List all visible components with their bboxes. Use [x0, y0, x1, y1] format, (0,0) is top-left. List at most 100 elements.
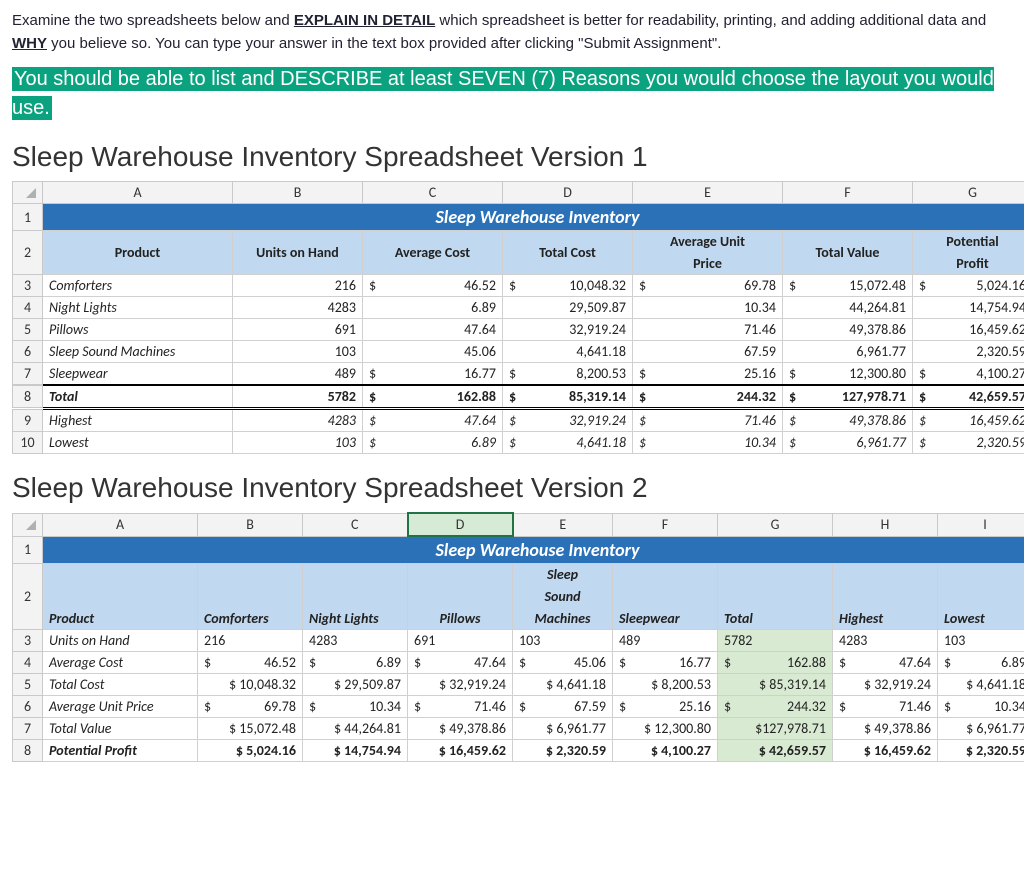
data-cell: $47.64 — [408, 652, 513, 674]
lowest-row: 10Lowest103$6.89$4,641.18$10.34$6,961.77… — [13, 432, 1024, 454]
data-cell: $10.34 — [303, 696, 408, 718]
data-cell: $244.32 — [718, 696, 833, 718]
row-3[interactable]: 3 — [13, 630, 43, 652]
rowlabel-cell: Average Cost — [43, 652, 198, 674]
profit-cell: 14,754.94 — [913, 297, 1024, 319]
row-8[interactable]: 8 — [13, 385, 43, 409]
totcost-cell: $8,200.53 — [503, 363, 633, 386]
col-E[interactable]: E — [513, 513, 613, 536]
data-cell: 5782 — [718, 630, 833, 652]
hdr-totcost: Total Cost — [503, 231, 633, 275]
data-cell: $71.46 — [408, 696, 513, 718]
row-2[interactable]: 2 — [13, 564, 43, 630]
hdr-totval: Total Value — [783, 231, 913, 275]
aup-cell: 71.46 — [633, 319, 783, 341]
data-cell: $ 14,754.94 — [303, 740, 408, 762]
data-cell: $ 4,641.18 — [513, 674, 613, 696]
total-row: 8Total5782$162.88$85,319.14$244.32$127,9… — [13, 385, 1024, 409]
data-cell: $ 6,961.77 — [513, 718, 613, 740]
avgcost-cell: 47.64 — [363, 319, 503, 341]
col-A[interactable]: A — [43, 513, 198, 536]
data-cell: 216 — [198, 630, 303, 652]
col-E[interactable]: E — [633, 182, 783, 204]
data-cell: 691 — [408, 630, 513, 652]
select-all-corner[interactable] — [13, 182, 43, 204]
product-cell: Comforters — [43, 275, 233, 297]
row-6[interactable]: 6 — [13, 696, 43, 718]
hdr-comforters: Comforters — [198, 564, 303, 630]
col-B[interactable]: B — [198, 513, 303, 536]
table-row: 4Night Lights42836.8929,509.8710.3444,26… — [13, 297, 1024, 319]
col-D[interactable]: D — [408, 513, 513, 536]
data-cell: $ 12,300.80 — [613, 718, 718, 740]
hdr-product: Product — [43, 564, 198, 630]
data-cell: $ 16,459.62 — [408, 740, 513, 762]
data-cell: $ 85,319.14 — [718, 674, 833, 696]
col-G[interactable]: G — [913, 182, 1024, 204]
col-B[interactable]: B — [233, 182, 363, 204]
data-cell: $69.78 — [198, 696, 303, 718]
hdr-avgunit: Average Unit — [633, 231, 783, 253]
table-row: 7Total Value$ 15,072.48$ 44,264.81$ 49,3… — [13, 718, 1024, 740]
data-cell: $ 49,378.86 — [833, 718, 938, 740]
col-C[interactable]: C — [303, 513, 408, 536]
row-1[interactable]: 1 — [13, 204, 43, 231]
version2-heading: Sleep Warehouse Inventory Spreadsheet Ve… — [12, 472, 1012, 504]
table-row: 4Average Cost$46.52$6.89$47.64$45.06$16.… — [13, 652, 1024, 674]
units-cell: 103 — [233, 341, 363, 363]
row-9[interactable]: 9 — [13, 409, 43, 432]
row-6[interactable]: 6 — [13, 341, 43, 363]
col-H[interactable]: H — [833, 513, 938, 536]
row-1[interactable]: 1 — [13, 536, 43, 564]
rowlabel-cell: Total Cost — [43, 674, 198, 696]
row-4[interactable]: 4 — [13, 652, 43, 674]
row-10[interactable]: 10 — [13, 432, 43, 454]
col-D[interactable]: D — [503, 182, 633, 204]
data-cell: $ 4,100.27 — [613, 740, 718, 762]
row-5[interactable]: 5 — [13, 674, 43, 696]
data-cell: $71.46 — [833, 696, 938, 718]
data-cell: $45.06 — [513, 652, 613, 674]
data-cell: $ 4,641.18 — [938, 674, 1024, 696]
data-cell: $6.89 — [938, 652, 1024, 674]
row-5[interactable]: 5 — [13, 319, 43, 341]
row-7[interactable]: 7 — [13, 718, 43, 740]
title-cell: Sleep Warehouse Inventory — [43, 204, 1024, 231]
table-row: 5Pillows69147.6432,919.2471.4649,378.861… — [13, 319, 1024, 341]
totval-cell: 44,264.81 — [783, 297, 913, 319]
data-cell: $67.59 — [513, 696, 613, 718]
row-8[interactable]: 8 — [13, 740, 43, 762]
col-F[interactable]: F — [613, 513, 718, 536]
requirement-highlight: You should be able to list and DESCRIBE … — [12, 67, 994, 120]
col-G[interactable]: G — [718, 513, 833, 536]
hdr-potential: Potential — [913, 231, 1024, 253]
totcost-cell: 32,919.24 — [503, 319, 633, 341]
table-row: 5Total Cost$ 10,048.32$ 29,509.87$ 32,91… — [13, 674, 1024, 696]
row-2[interactable]: 2 — [13, 231, 43, 275]
data-cell: $16.77 — [613, 652, 718, 674]
data-cell: $ 5,024.16 — [198, 740, 303, 762]
row-7[interactable]: 7 — [13, 363, 43, 386]
data-cell: $25.16 — [613, 696, 718, 718]
col-F[interactable]: F — [783, 182, 913, 204]
units-cell: 691 — [233, 319, 363, 341]
select-all-corner[interactable] — [13, 513, 43, 536]
avgcost-cell: $16.77 — [363, 363, 503, 386]
rowlabel-cell: Total Value — [43, 718, 198, 740]
rowlabel-cell: Units on Hand — [43, 630, 198, 652]
col-I[interactable]: I — [938, 513, 1024, 536]
data-cell: 103 — [938, 630, 1024, 652]
col-C[interactable]: C — [363, 182, 503, 204]
product-cell: Sleep Sound Machines — [43, 341, 233, 363]
table-row: 6Average Unit Price$69.78$10.34$71.46$67… — [13, 696, 1024, 718]
spreadsheet-v2: A B C D E F G H I 1 Sleep Warehouse Inve… — [12, 512, 1024, 762]
row-4[interactable]: 4 — [13, 297, 43, 319]
col-A[interactable]: A — [43, 182, 233, 204]
data-cell: $ 32,919.24 — [833, 674, 938, 696]
row-3[interactable]: 3 — [13, 275, 43, 297]
totval-cell: 49,378.86 — [783, 319, 913, 341]
data-cell: $ 16,459.62 — [833, 740, 938, 762]
aup-cell: $25.16 — [633, 363, 783, 386]
profit-cell: 16,459.62 — [913, 319, 1024, 341]
highest-row: 9Highest4283$47.64$32,919.24$71.46$49,37… — [13, 409, 1024, 432]
